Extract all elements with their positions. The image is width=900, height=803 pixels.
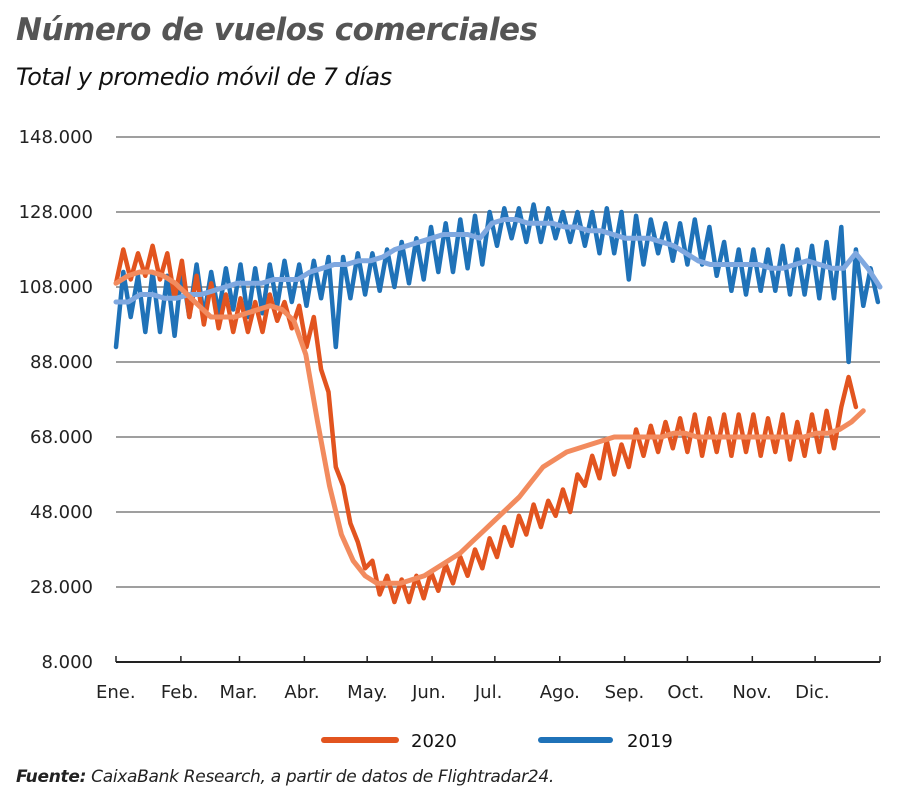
series-2019-moving-average-line <box>113 217 883 305</box>
x-tick-label: Sep. <box>605 682 645 703</box>
series-lines <box>113 202 883 605</box>
source-label: Fuente: <box>16 767 87 787</box>
x-tick-label: Feb. <box>161 682 199 703</box>
y-tick-label: 128.000 <box>19 202 93 223</box>
y-axis-ticks: 8.000 28.000 48.000 68.000 88.000 108.000 128.… <box>19 127 93 673</box>
chart-subtitle: Total y promedio móvil de 7 días <box>16 63 392 91</box>
x-tick-label: Oct. <box>667 682 704 703</box>
x-tick-label: Ago. <box>540 682 580 703</box>
series-2020-daily-line <box>113 243 859 605</box>
x-tick-label: Ene. <box>96 682 136 703</box>
y-tick-label: 68.000 <box>30 427 93 448</box>
y-tick-label: 28.000 <box>30 577 93 598</box>
source-text: CaixaBank Research, a partir de datos de… <box>86 767 554 787</box>
x-tick-label: Nov. <box>732 682 771 703</box>
chart-title: Número de vuelos comerciales <box>16 12 538 48</box>
series-2020-moving-average-line <box>113 269 866 586</box>
y-tick-label: 88.000 <box>30 352 93 373</box>
x-tick-label: Jun. <box>411 682 446 703</box>
legend-label-2019: 2019 <box>627 731 673 752</box>
x-tick-label: Dic. <box>795 682 829 703</box>
legend-label-2020: 2020 <box>411 731 457 752</box>
y-tick-label: 8.000 <box>41 652 93 673</box>
x-tick-label: Jul. <box>474 682 502 703</box>
x-axis: Ene. Feb. Mar. Abr. May. Jun. Jul. Ago. Sep. Oct.… <box>96 656 881 703</box>
y-tick-label: 148.000 <box>19 127 93 148</box>
x-tick-label: Mar. <box>219 682 257 703</box>
y-tick-label: 48.000 <box>30 502 93 523</box>
x-tick-label: May. <box>347 682 387 703</box>
x-tick-label: Abr. <box>284 682 319 703</box>
legend: 2020 2019 <box>321 731 673 752</box>
source-note: Fuente: CaixaBank Research, a partir de … <box>16 767 554 787</box>
y-tick-label: 108.000 <box>19 277 93 298</box>
